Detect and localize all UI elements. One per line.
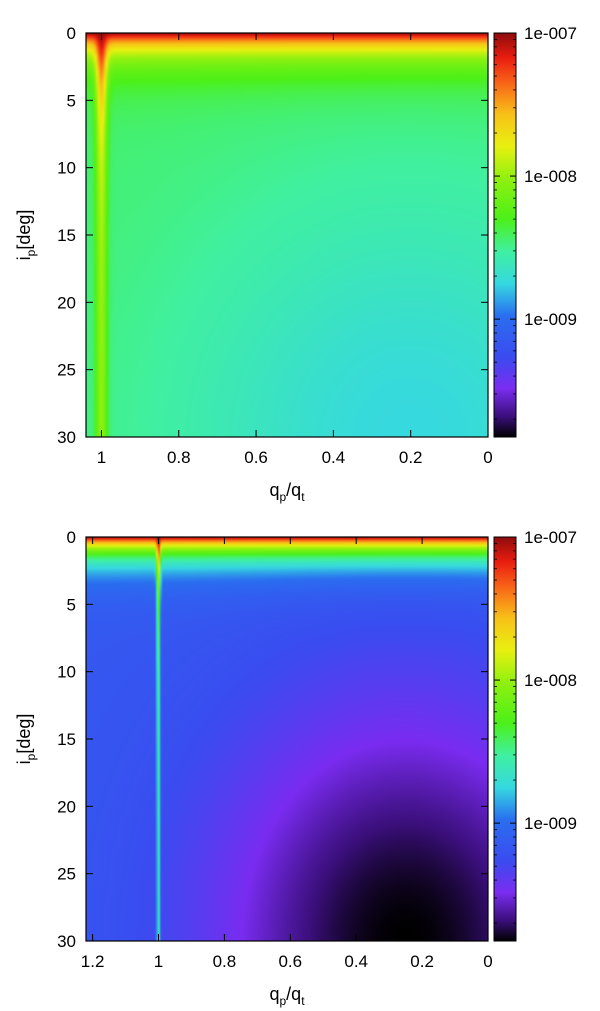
colorbar-tick-label: 1e-009 bbox=[524, 814, 577, 833]
colorbar-bottom bbox=[493, 536, 517, 942]
x-axis-label-top: qp/qt bbox=[269, 480, 305, 504]
x-tick-label: 0.4 bbox=[344, 952, 368, 971]
panel-bottom: 1.2 1 0.8 0.6 0.4 0.2 0 0 5 10 15 20 25 30 qp/qt ip[… bbox=[14, 528, 577, 1008]
y-tick-label: 5 bbox=[67, 91, 76, 110]
y-axis-label-top: ip[deg] bbox=[14, 210, 38, 261]
y-tick-label: 10 bbox=[57, 159, 76, 178]
panel-top: 1 0.8 0.6 0.4 0.2 0 0 5 10 15 20 25 30 qp/qt ip[deg… bbox=[14, 24, 577, 504]
heatmap-bottom bbox=[86, 537, 488, 941]
y-tick-label: 15 bbox=[57, 730, 76, 749]
x-tick-label: 1 bbox=[97, 448, 106, 467]
y-tick-label: 5 bbox=[67, 595, 76, 614]
y-tick-label: 20 bbox=[57, 797, 76, 816]
y-tick-label: 0 bbox=[67, 528, 76, 547]
colorbar-tick-label: 1e-008 bbox=[524, 671, 577, 690]
x-tick-label: 0.8 bbox=[167, 448, 191, 467]
x-tick-label: 0.2 bbox=[399, 448, 423, 467]
colorbar-tick-label: 1e-008 bbox=[524, 167, 577, 186]
y-tick-label: 25 bbox=[57, 361, 76, 380]
x-axis-label-bottom: qp/qt bbox=[269, 984, 305, 1008]
x-tick-label: 0.2 bbox=[410, 952, 434, 971]
y-axis-label-bottom: ip[deg] bbox=[14, 714, 38, 765]
y-ticks-bottom: 0 5 10 15 20 25 30 bbox=[57, 528, 488, 951]
x-tick-label: 0.4 bbox=[322, 448, 346, 467]
y-tick-label: 10 bbox=[57, 663, 76, 682]
x-tick-label: 0 bbox=[483, 952, 492, 971]
y-tick-label: 0 bbox=[67, 24, 76, 43]
colorbar-ticks-top: 1e-007 1e-008 1e-009 bbox=[494, 24, 577, 420]
x-tick-label: 0 bbox=[483, 448, 492, 467]
colorbar-top bbox=[493, 32, 517, 438]
y-tick-label: 30 bbox=[57, 428, 76, 447]
heatmap-top bbox=[86, 33, 488, 437]
colorbar-tick-label: 1e-007 bbox=[524, 24, 577, 43]
y-tick-label: 25 bbox=[57, 865, 76, 884]
x-tick-label: 0.6 bbox=[244, 448, 268, 467]
colorbar-tick-label: 1e-007 bbox=[524, 528, 577, 547]
x-tick-label: 1 bbox=[154, 952, 163, 971]
x-ticks-top: 1 0.8 0.6 0.4 0.2 0 bbox=[97, 33, 493, 467]
colorbar-tick-label: 1e-009 bbox=[524, 310, 577, 329]
x-tick-label: 0.6 bbox=[278, 952, 302, 971]
y-tick-label: 20 bbox=[57, 293, 76, 312]
colorbar-ticks-bottom: 1e-007 1e-008 1e-009 bbox=[494, 528, 577, 924]
y-tick-label: 15 bbox=[57, 226, 76, 245]
y-ticks-top: 0 5 10 15 20 25 30 bbox=[57, 24, 488, 447]
x-tick-label: 1.2 bbox=[81, 952, 105, 971]
y-tick-label: 30 bbox=[57, 932, 76, 951]
x-tick-label: 0.8 bbox=[213, 952, 237, 971]
x-ticks-bottom: 1.2 1 0.8 0.6 0.4 0.2 0 bbox=[81, 537, 493, 971]
